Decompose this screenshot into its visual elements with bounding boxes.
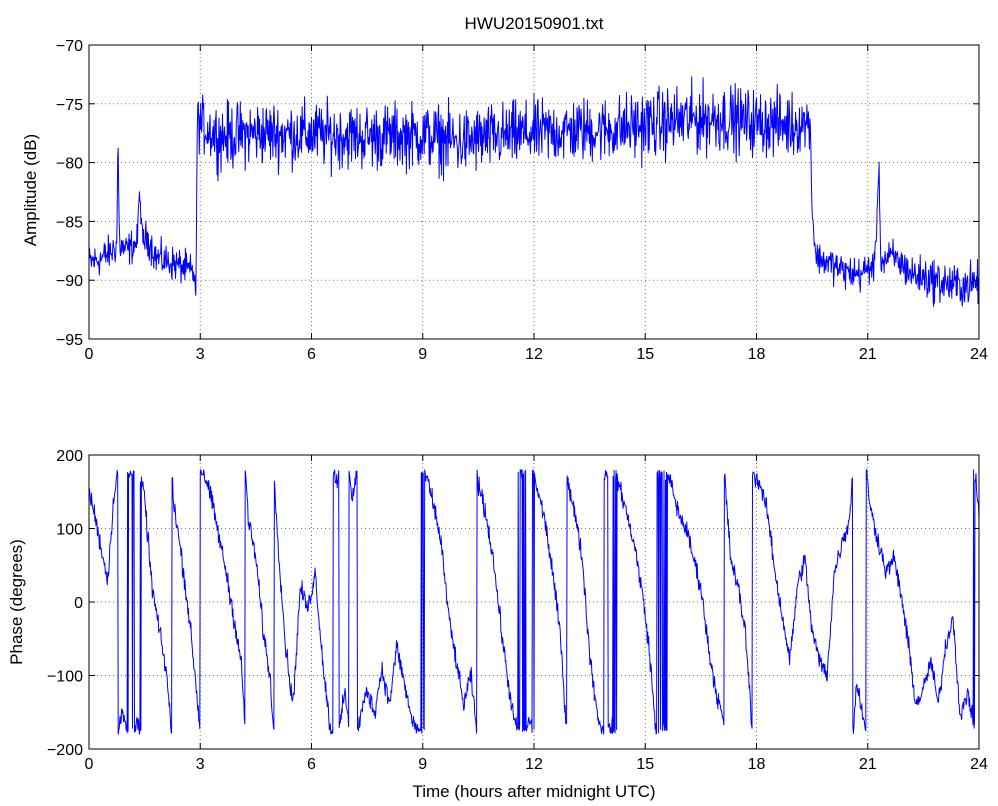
x-tick-label: 21 xyxy=(859,756,877,773)
y-tick-label: −80 xyxy=(56,156,83,173)
x-tick-label: 6 xyxy=(307,346,316,363)
x-tick-label: 9 xyxy=(418,346,427,363)
phase-axes: Phase (degrees) Time (hours after midnig… xyxy=(7,448,988,801)
y-tick-label: −95 xyxy=(56,332,83,349)
y-tick-label: −90 xyxy=(56,273,83,290)
x-tick-label: 15 xyxy=(636,346,654,363)
y-tick-label: −85 xyxy=(56,214,83,231)
x-tick-label: 12 xyxy=(525,346,543,363)
x-tick-label: 18 xyxy=(748,346,766,363)
x-tick-label: 6 xyxy=(307,756,316,773)
x-tick-label: 0 xyxy=(85,346,94,363)
amplitude-series-line xyxy=(88,76,980,307)
y-tick-label: −75 xyxy=(56,97,83,114)
x-tick-label: 0 xyxy=(85,756,94,773)
y-tick-label: 100 xyxy=(56,522,83,539)
x-tick-label: 9 xyxy=(418,756,427,773)
y-tick-label: −200 xyxy=(47,742,83,759)
x-tick-label: 15 xyxy=(636,756,654,773)
amplitude-axes: HWU20150901.txt Amplitude (dB) 0 3 6 9 12 15 1… xyxy=(21,14,988,363)
chart-title: HWU20150901.txt xyxy=(465,14,604,33)
x-tick-label: 24 xyxy=(970,346,988,363)
x-tick-label: 21 xyxy=(859,346,877,363)
x-tick-label: 24 xyxy=(970,756,988,773)
x-tick-label: 12 xyxy=(525,756,543,773)
y-tick-label: 200 xyxy=(56,448,83,465)
time-x-axis-label: Time (hours after midnight UTC) xyxy=(412,782,655,801)
y-tick-label: −70 xyxy=(56,38,83,55)
phase-y-axis-label: Phase (degrees) xyxy=(7,539,26,665)
x-tick-label: 3 xyxy=(196,346,205,363)
x-tick-label: 18 xyxy=(748,756,766,773)
grid xyxy=(89,45,979,339)
amplitude-y-axis-label: Amplitude (dB) xyxy=(21,134,40,246)
phase-series-line xyxy=(88,469,980,735)
y-tick-label: −100 xyxy=(47,669,83,686)
x-tick-label: 3 xyxy=(196,756,205,773)
y-tick-label: 0 xyxy=(74,595,83,612)
